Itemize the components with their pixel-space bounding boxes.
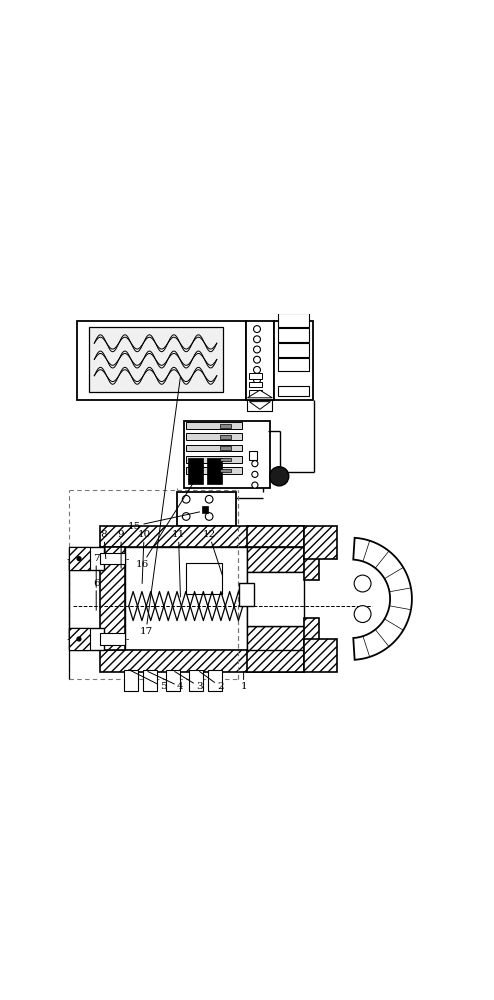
Text: 4: 4 [148, 672, 184, 691]
Bar [184, 421, 270, 488]
Circle shape [182, 495, 190, 503]
Bar [220, 469, 231, 472]
Bar [220, 435, 231, 439]
Bar [143, 670, 157, 691]
Bar [247, 400, 272, 411]
Bar [166, 670, 180, 691]
Bar [69, 628, 104, 650]
Circle shape [354, 575, 371, 592]
Bar [278, 386, 309, 396]
Bar [69, 628, 90, 650]
Polygon shape [247, 390, 272, 398]
Bar [100, 547, 125, 650]
Circle shape [206, 495, 213, 503]
Bar [124, 670, 137, 691]
Bar [239, 583, 254, 606]
Text: 6: 6 [93, 579, 99, 610]
Text: 8: 8 [101, 530, 107, 559]
Circle shape [354, 606, 371, 622]
Polygon shape [249, 402, 270, 409]
Bar [125, 547, 247, 650]
Text: 1: 1 [240, 672, 247, 691]
Bar [77, 321, 246, 400]
Bar [188, 458, 203, 484]
Circle shape [253, 377, 260, 384]
Circle shape [206, 513, 213, 520]
Bar [88, 327, 222, 392]
Bar [274, 321, 313, 400]
Bar [247, 526, 304, 547]
Bar [202, 506, 208, 513]
Bar [186, 445, 242, 451]
Text: 3: 3 [175, 672, 203, 691]
Circle shape [253, 346, 260, 353]
Bar [247, 547, 304, 572]
Circle shape [182, 513, 190, 520]
Bar [189, 670, 203, 691]
Text: 11: 11 [172, 530, 185, 597]
Text: 10: 10 [137, 530, 151, 583]
Bar [246, 321, 274, 400]
Text: 12: 12 [203, 530, 222, 576]
Bar [220, 424, 231, 428]
Text: 17: 17 [139, 377, 180, 636]
Circle shape [77, 557, 81, 561]
Polygon shape [353, 538, 412, 660]
Circle shape [253, 336, 260, 343]
Bar [278, 343, 309, 357]
Bar [100, 553, 125, 564]
Bar [100, 526, 304, 547]
Bar [248, 390, 262, 396]
Text: 9: 9 [118, 530, 124, 568]
Bar [304, 547, 320, 580]
Bar [304, 639, 336, 672]
Bar [304, 526, 336, 559]
Bar [248, 382, 262, 387]
Circle shape [270, 467, 289, 486]
Bar [278, 313, 309, 327]
Text: 5: 5 [129, 670, 166, 691]
Bar [247, 572, 304, 626]
Bar [177, 492, 236, 526]
Bar [100, 650, 304, 672]
Bar [207, 458, 222, 484]
Bar [186, 422, 242, 429]
Circle shape [252, 461, 258, 467]
Bar [69, 547, 90, 570]
Circle shape [77, 637, 81, 641]
Circle shape [252, 471, 258, 477]
Circle shape [253, 356, 260, 363]
Bar [69, 547, 104, 570]
Bar [186, 433, 242, 440]
Bar [220, 446, 231, 450]
Bar [247, 650, 304, 672]
Circle shape [253, 366, 260, 373]
Bar [248, 373, 262, 379]
Bar [278, 328, 309, 342]
Text: 2: 2 [200, 672, 224, 691]
Bar [186, 467, 242, 474]
Circle shape [253, 326, 260, 333]
Bar [186, 563, 222, 594]
Bar [304, 618, 320, 650]
Text: 15: 15 [128, 512, 200, 531]
Bar [208, 670, 222, 691]
Circle shape [252, 482, 258, 488]
Bar [249, 451, 257, 460]
Bar [100, 633, 125, 645]
Bar [278, 358, 309, 371]
Text: 16: 16 [135, 467, 204, 569]
Text: 7: 7 [93, 554, 99, 587]
Bar [220, 458, 231, 461]
Bar [247, 626, 304, 650]
Bar [186, 456, 242, 463]
